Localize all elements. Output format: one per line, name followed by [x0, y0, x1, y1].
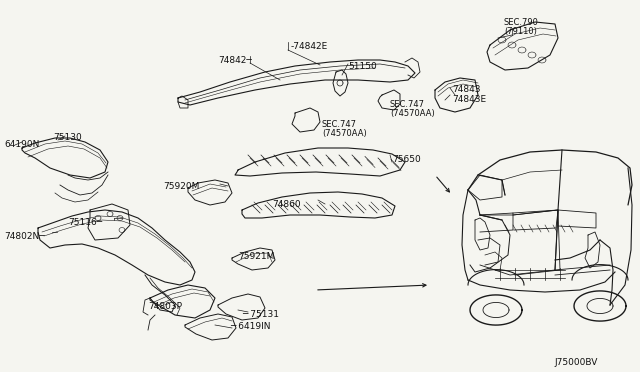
Text: 74802N─: 74802N─ [4, 232, 45, 241]
Text: 75116─: 75116─ [68, 218, 102, 227]
Text: 74860: 74860 [272, 200, 301, 209]
Text: -74842E: -74842E [291, 42, 328, 51]
Text: 74843: 74843 [452, 85, 481, 94]
Text: 75130: 75130 [53, 133, 82, 142]
Text: (74570AA): (74570AA) [322, 129, 367, 138]
Text: (79110): (79110) [504, 27, 537, 36]
Text: SEC.747: SEC.747 [322, 120, 357, 129]
Text: ─ 75131: ─ 75131 [242, 310, 279, 319]
Text: SEC.747: SEC.747 [390, 100, 425, 109]
Text: 75920M: 75920M [163, 182, 200, 191]
Text: 75921M: 75921M [238, 252, 275, 261]
Text: 51150: 51150 [348, 62, 377, 71]
Text: 74803P: 74803P [148, 302, 182, 311]
Text: 75650: 75650 [392, 155, 420, 164]
Text: 64190N: 64190N [4, 140, 40, 149]
Text: J75000BV: J75000BV [555, 358, 598, 367]
Text: (74570AA): (74570AA) [390, 109, 435, 118]
Text: SEC.790: SEC.790 [504, 18, 539, 27]
Text: 74843E: 74843E [452, 95, 486, 104]
Text: ─ 6419IN: ─ 6419IN [230, 322, 271, 331]
Text: 74842─: 74842─ [218, 56, 252, 65]
